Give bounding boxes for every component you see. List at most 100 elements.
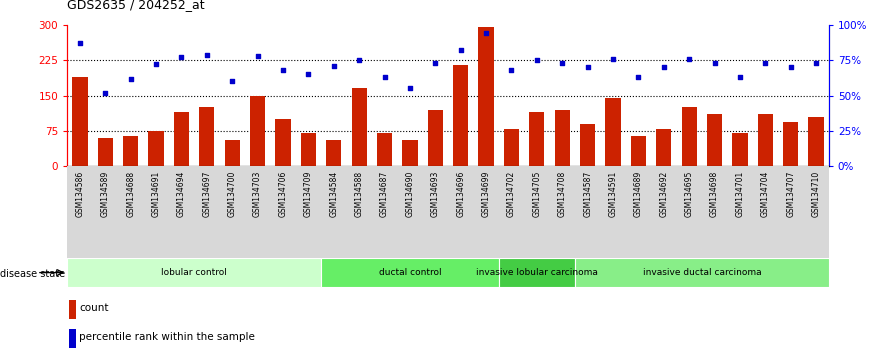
Text: GSM134704: GSM134704 — [761, 171, 770, 217]
Text: ductal control: ductal control — [379, 268, 441, 277]
Text: GSM134687: GSM134687 — [380, 171, 389, 217]
Bar — [69, 300, 76, 319]
Text: GSM134695: GSM134695 — [685, 171, 694, 217]
Bar — [555, 110, 570, 166]
Point — [504, 67, 519, 73]
Point — [352, 57, 366, 63]
Bar — [123, 136, 138, 166]
Bar — [67, 258, 321, 287]
Text: GSM134701: GSM134701 — [736, 171, 745, 217]
Point — [124, 76, 138, 81]
Text: GSM134696: GSM134696 — [456, 171, 465, 217]
Text: GSM134587: GSM134587 — [583, 171, 592, 217]
Point — [708, 60, 722, 66]
Bar — [631, 136, 646, 166]
Bar — [67, 166, 829, 258]
Text: GSM134689: GSM134689 — [633, 171, 643, 217]
Bar — [656, 129, 671, 166]
Text: count: count — [80, 303, 109, 313]
Text: GSM134694: GSM134694 — [177, 171, 186, 217]
Text: GSM134700: GSM134700 — [228, 171, 237, 217]
Text: GSM134691: GSM134691 — [151, 171, 160, 217]
Text: GSM134703: GSM134703 — [253, 171, 263, 217]
Text: GSM134584: GSM134584 — [329, 171, 339, 217]
Point — [682, 56, 696, 62]
Point — [200, 52, 214, 57]
Bar — [199, 107, 214, 166]
Bar — [478, 27, 494, 166]
Point — [225, 79, 239, 84]
Bar — [326, 141, 341, 166]
Point — [403, 86, 418, 91]
Point — [809, 60, 823, 66]
Point — [327, 63, 341, 69]
Bar — [351, 88, 366, 166]
Text: GSM134707: GSM134707 — [786, 171, 796, 217]
Point — [174, 55, 189, 60]
Point — [428, 60, 443, 66]
Text: disease state: disease state — [0, 269, 65, 279]
Bar — [174, 112, 189, 166]
Text: GSM134708: GSM134708 — [557, 171, 567, 217]
Point — [530, 57, 544, 63]
Text: GSM134693: GSM134693 — [431, 171, 440, 217]
Point — [556, 60, 570, 66]
Bar — [98, 138, 113, 166]
Text: GSM134589: GSM134589 — [100, 171, 110, 217]
Text: GSM134588: GSM134588 — [355, 171, 364, 217]
Bar — [250, 96, 265, 166]
Bar — [149, 131, 164, 166]
Text: invasive lobular carcinoma: invasive lobular carcinoma — [476, 268, 598, 277]
Text: GDS2635 / 204252_at: GDS2635 / 204252_at — [67, 0, 205, 11]
Text: lobular control: lobular control — [161, 268, 227, 277]
Bar — [682, 107, 697, 166]
Bar — [377, 133, 392, 166]
Bar — [453, 65, 469, 166]
Point — [301, 72, 315, 77]
Point — [581, 64, 595, 70]
Text: GSM134697: GSM134697 — [202, 171, 211, 217]
Bar — [402, 141, 418, 166]
Text: GSM134688: GSM134688 — [126, 171, 135, 217]
Text: GSM134698: GSM134698 — [710, 171, 719, 217]
Point — [377, 74, 392, 80]
Bar — [758, 114, 773, 166]
Bar — [707, 114, 722, 166]
Text: GSM134690: GSM134690 — [405, 171, 415, 217]
Text: GSM134705: GSM134705 — [532, 171, 541, 217]
Point — [478, 30, 493, 36]
Text: percentile rank within the sample: percentile rank within the sample — [80, 332, 255, 342]
Text: GSM134699: GSM134699 — [481, 171, 491, 217]
Bar — [575, 258, 829, 287]
Bar — [580, 124, 595, 166]
Bar — [275, 119, 290, 166]
Point — [453, 47, 468, 53]
Text: GSM134591: GSM134591 — [608, 171, 617, 217]
Bar — [504, 129, 519, 166]
Point — [73, 40, 87, 46]
Bar — [73, 77, 88, 166]
Point — [657, 64, 671, 70]
Bar — [225, 141, 240, 166]
Bar — [69, 329, 76, 348]
Bar — [427, 110, 443, 166]
Bar — [783, 121, 798, 166]
Bar — [808, 117, 823, 166]
Point — [733, 74, 747, 80]
Text: invasive ductal carcinoma: invasive ductal carcinoma — [642, 268, 762, 277]
Bar — [606, 98, 621, 166]
Bar — [321, 258, 499, 287]
Bar — [499, 258, 575, 287]
Point — [758, 60, 772, 66]
Point — [783, 64, 798, 70]
Text: GSM134586: GSM134586 — [75, 171, 84, 217]
Point — [99, 90, 113, 96]
Bar — [732, 133, 747, 166]
Point — [149, 62, 163, 67]
Point — [276, 67, 290, 73]
Text: GSM134706: GSM134706 — [279, 171, 288, 217]
Point — [251, 53, 265, 59]
Text: GSM134710: GSM134710 — [812, 171, 821, 217]
Point — [606, 56, 620, 62]
Text: GSM134692: GSM134692 — [659, 171, 668, 217]
